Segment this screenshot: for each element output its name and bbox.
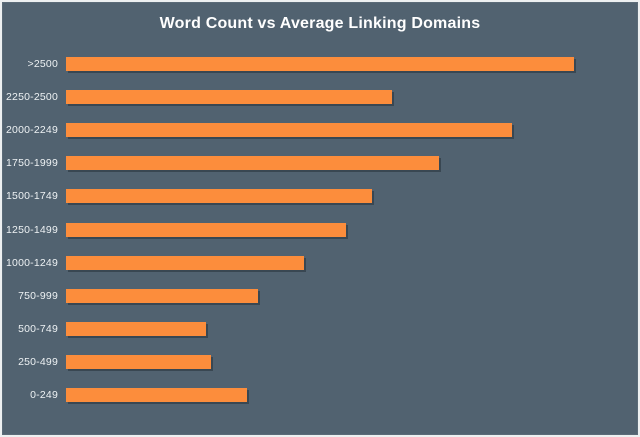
chart-row: 1250-1499: [2, 213, 638, 246]
bar: [66, 388, 248, 403]
bar-chart: >2500 2250-2500 2000-2249 1750-1999 1500…: [2, 47, 638, 412]
chart-row: 1500-1749: [2, 180, 638, 213]
chart-row: 750-999: [2, 279, 638, 312]
category-label: 500-749: [18, 323, 58, 336]
category-label: 250-499: [18, 356, 58, 369]
category-label: 1000-1249: [5, 256, 58, 269]
bar-track: [66, 255, 636, 270]
bar-track: [66, 288, 636, 303]
category-label: 2000-2249: [5, 123, 58, 136]
chart-row: 2250-2500: [2, 80, 638, 113]
bar-track: [66, 122, 636, 137]
bar-track: [66, 222, 636, 237]
bar: [66, 255, 305, 270]
bar: [66, 156, 440, 171]
chart-title: Word Count vs Average Linking Domains: [159, 15, 481, 32]
category-label: 0-249: [30, 389, 58, 402]
category-label: 2250-2500: [5, 90, 58, 103]
bar: [66, 322, 206, 337]
chart-row: 0-249: [2, 379, 638, 412]
bar-track: [66, 388, 636, 403]
bar: [66, 89, 393, 104]
category-label: 1250-1499: [5, 223, 58, 236]
category-label: 750-999: [18, 289, 58, 302]
chart-row: >2500: [2, 47, 638, 80]
bar-track: [66, 355, 636, 370]
chart-row: 500-749: [2, 313, 638, 346]
bar: [66, 122, 512, 137]
bar: [66, 189, 372, 204]
bar-track: [66, 56, 636, 71]
chart-row: 1750-1999: [2, 147, 638, 180]
category-label: >2500: [27, 57, 58, 70]
bar-track: [66, 89, 636, 104]
bar: [66, 355, 212, 370]
bar: [66, 288, 258, 303]
bar-track: [66, 156, 636, 171]
chart-row: 250-499: [2, 346, 638, 379]
bar-track: [66, 189, 636, 204]
chart-row: 1000-1249: [2, 246, 638, 279]
category-label: 1750-1999: [5, 157, 58, 170]
chart-row: 2000-2249: [2, 113, 638, 146]
bar: [66, 56, 574, 71]
bar: [66, 222, 346, 237]
bar-track: [66, 322, 636, 337]
category-label: 1500-1749: [5, 190, 58, 203]
